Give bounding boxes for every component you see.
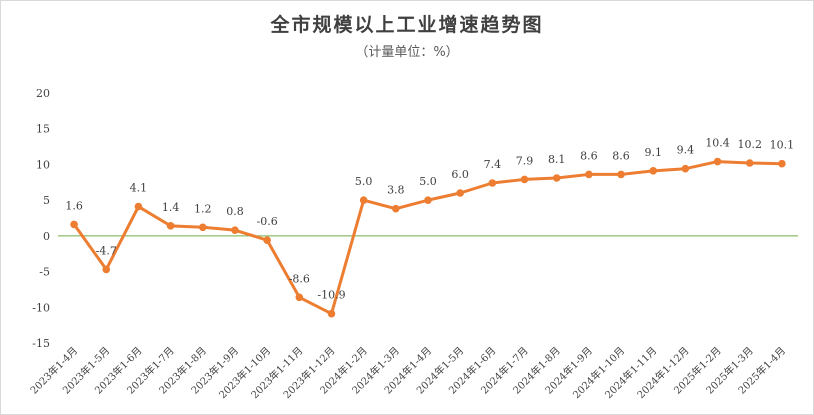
y-tick-label: 20	[36, 87, 50, 100]
x-axis: 2023年1-4月2023年1-5月2023年1-6月2023年1-7月2023…	[27, 344, 788, 401]
y-tick-label: -10	[32, 301, 50, 314]
data-label: -4.7	[96, 244, 117, 257]
data-point	[778, 159, 786, 168]
chart-title: 全市规模以上工业增速趋势图	[269, 13, 543, 36]
data-point	[617, 170, 625, 179]
data-point	[231, 226, 239, 234]
data-point	[681, 164, 690, 173]
data-label: 7.4	[484, 158, 502, 171]
data-label: 10.4	[705, 137, 730, 150]
data-point	[424, 196, 432, 204]
data-label: 3.8	[387, 184, 405, 197]
y-tick-label: 0	[43, 230, 50, 243]
data-label: 1.6	[65, 199, 83, 212]
data-label: 8.1	[548, 153, 566, 166]
y-tick-label: 15	[36, 123, 50, 136]
data-label: 5.0	[355, 175, 373, 188]
data-point	[552, 174, 561, 182]
data-point	[456, 189, 464, 197]
y-axis: 20 15 10 5 0 -5 -10 -15	[32, 87, 50, 350]
data-label: 8.6	[612, 149, 630, 162]
data-label: 9.1	[644, 146, 662, 159]
data-point	[70, 220, 78, 229]
data-label: 7.9	[516, 154, 534, 167]
data-label: 1.4	[162, 201, 180, 214]
data-point	[198, 223, 207, 232]
data-label: 9.4	[677, 144, 695, 157]
data-label: -8.6	[289, 272, 310, 285]
data-point	[713, 157, 722, 166]
data-label: -0.6	[257, 215, 278, 228]
data-label: 8.6	[580, 149, 598, 162]
data-label: 4.1	[130, 182, 148, 195]
data-point	[488, 179, 497, 187]
y-tick-label: -15	[32, 337, 50, 350]
data-point	[745, 159, 754, 167]
data-point	[263, 236, 271, 244]
y-tick-label: -5	[39, 266, 50, 279]
data-point	[392, 204, 400, 213]
data-point	[359, 196, 368, 204]
data-point	[102, 265, 111, 274]
data-label: 10.1	[770, 139, 795, 152]
data-point	[327, 309, 336, 318]
chart-subtitle: （计量单位：%）	[355, 45, 458, 60]
data-label: 0.8	[226, 205, 244, 218]
data-point	[166, 222, 175, 230]
data-point	[649, 167, 658, 175]
data-point	[134, 202, 143, 211]
data-point	[520, 175, 529, 184]
y-tick-label: 5	[43, 194, 50, 207]
data-label: 5.0	[419, 175, 437, 188]
data-markers	[70, 157, 786, 318]
data-point	[295, 293, 304, 302]
data-labels: 1.6 -4.7 4.1 1.4 1.2 0.8 -0.6 -8.6 -10.9 5.0 3.8 5.…	[65, 137, 794, 302]
data-label: 10.2	[737, 138, 762, 151]
data-label: 6.0	[451, 168, 469, 181]
data-label: -10.9	[317, 289, 345, 302]
data-point	[585, 170, 593, 179]
y-tick-label: 10	[36, 158, 50, 171]
data-label: 1.2	[194, 202, 212, 215]
